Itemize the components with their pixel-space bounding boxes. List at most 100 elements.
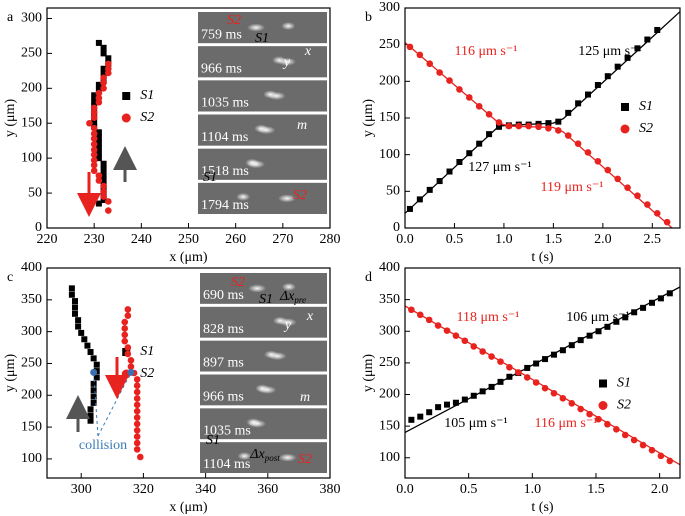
point	[466, 150, 473, 157]
point	[594, 82, 601, 88]
point	[488, 383, 495, 390]
inset-time: 828 ms	[203, 322, 244, 337]
x-tick-label: 380	[320, 482, 341, 497]
point	[416, 311, 424, 319]
x-tick-label: 270	[272, 232, 293, 247]
point	[640, 304, 647, 311]
point	[95, 144, 102, 151]
inset-label-text: S1	[255, 31, 269, 46]
point	[639, 441, 647, 449]
point	[121, 325, 129, 332]
point	[452, 399, 459, 406]
point	[479, 348, 486, 355]
legend-marker	[599, 379, 607, 388]
point	[93, 374, 100, 381]
inset-label: Δxpre	[279, 289, 306, 305]
point	[586, 332, 593, 339]
legend-label: S2	[639, 121, 653, 136]
point	[100, 176, 107, 183]
point	[133, 388, 141, 396]
x-tick-label: 230	[84, 232, 105, 247]
point	[105, 198, 112, 205]
inset-frame	[198, 182, 327, 214]
point	[604, 73, 611, 80]
point	[90, 130, 98, 138]
point	[541, 384, 549, 392]
legend-label: S2	[140, 110, 154, 125]
inset-label-text: m	[297, 118, 307, 133]
inset-particle	[245, 158, 260, 167]
inset-time: 1794 ms	[201, 198, 249, 213]
inset-particle	[255, 384, 270, 393]
point	[568, 400, 576, 407]
y-tick-label: 100	[21, 451, 42, 466]
annotation: 116 μm s⁻¹	[455, 44, 518, 59]
point	[654, 27, 661, 33]
point	[604, 166, 612, 174]
point	[465, 94, 473, 101]
point	[533, 360, 540, 367]
point	[133, 433, 141, 440]
x-axis-label: x (μm)	[169, 500, 208, 515]
inset-label-text: m	[300, 390, 310, 405]
annotation: 106 μm s⁻¹	[566, 310, 629, 325]
annotation: collision	[79, 438, 127, 453]
inset-label: S2	[293, 188, 307, 203]
point	[446, 77, 453, 84]
x-tick-label: 250	[178, 232, 199, 247]
point	[87, 417, 94, 424]
point	[479, 388, 486, 395]
inset-particle	[236, 192, 251, 201]
x-tick-label: 240	[131, 232, 152, 247]
inset-particle	[272, 56, 287, 65]
panel-label: d	[365, 270, 372, 285]
point	[84, 342, 91, 349]
x-axis-label: t (s)	[531, 500, 554, 515]
point	[68, 291, 75, 298]
point	[564, 132, 572, 139]
point	[595, 415, 602, 423]
point	[95, 155, 102, 162]
point	[495, 119, 503, 126]
point	[95, 150, 102, 157]
point	[124, 350, 132, 358]
point	[133, 382, 141, 390]
point	[577, 405, 584, 413]
x-tick-label: 300	[71, 482, 92, 497]
inset-label-text: S1	[259, 292, 273, 307]
annotation: 125 μm s⁻¹	[578, 44, 641, 59]
point	[71, 304, 78, 311]
point	[613, 318, 620, 325]
point	[78, 329, 85, 336]
inset-label-text: y	[282, 55, 291, 70]
point	[574, 140, 582, 147]
point	[568, 342, 575, 349]
inset-particle	[264, 350, 279, 359]
x-tick-label: 1.0	[495, 232, 513, 247]
point	[90, 151, 98, 158]
point	[95, 89, 103, 97]
y-tick-label: 300	[21, 11, 42, 26]
point	[555, 127, 562, 134]
point	[90, 393, 97, 400]
point	[90, 156, 98, 164]
point	[485, 111, 493, 118]
inset-label: Δxpost	[249, 447, 280, 463]
point	[435, 404, 442, 411]
point	[506, 364, 513, 371]
point	[90, 140, 98, 148]
point	[666, 457, 674, 465]
y-tick-label: 250	[379, 37, 400, 52]
point	[95, 134, 102, 141]
point	[90, 161, 98, 169]
point	[476, 140, 483, 147]
point	[90, 399, 97, 406]
point	[81, 336, 88, 343]
y-tick-label: 400	[21, 260, 42, 275]
point	[86, 119, 93, 127]
inset-particle	[247, 23, 266, 32]
legend-marker	[621, 103, 629, 111]
point	[461, 337, 469, 345]
x-tick-label: 2.0	[651, 482, 669, 497]
legend-label: S1	[140, 88, 154, 103]
